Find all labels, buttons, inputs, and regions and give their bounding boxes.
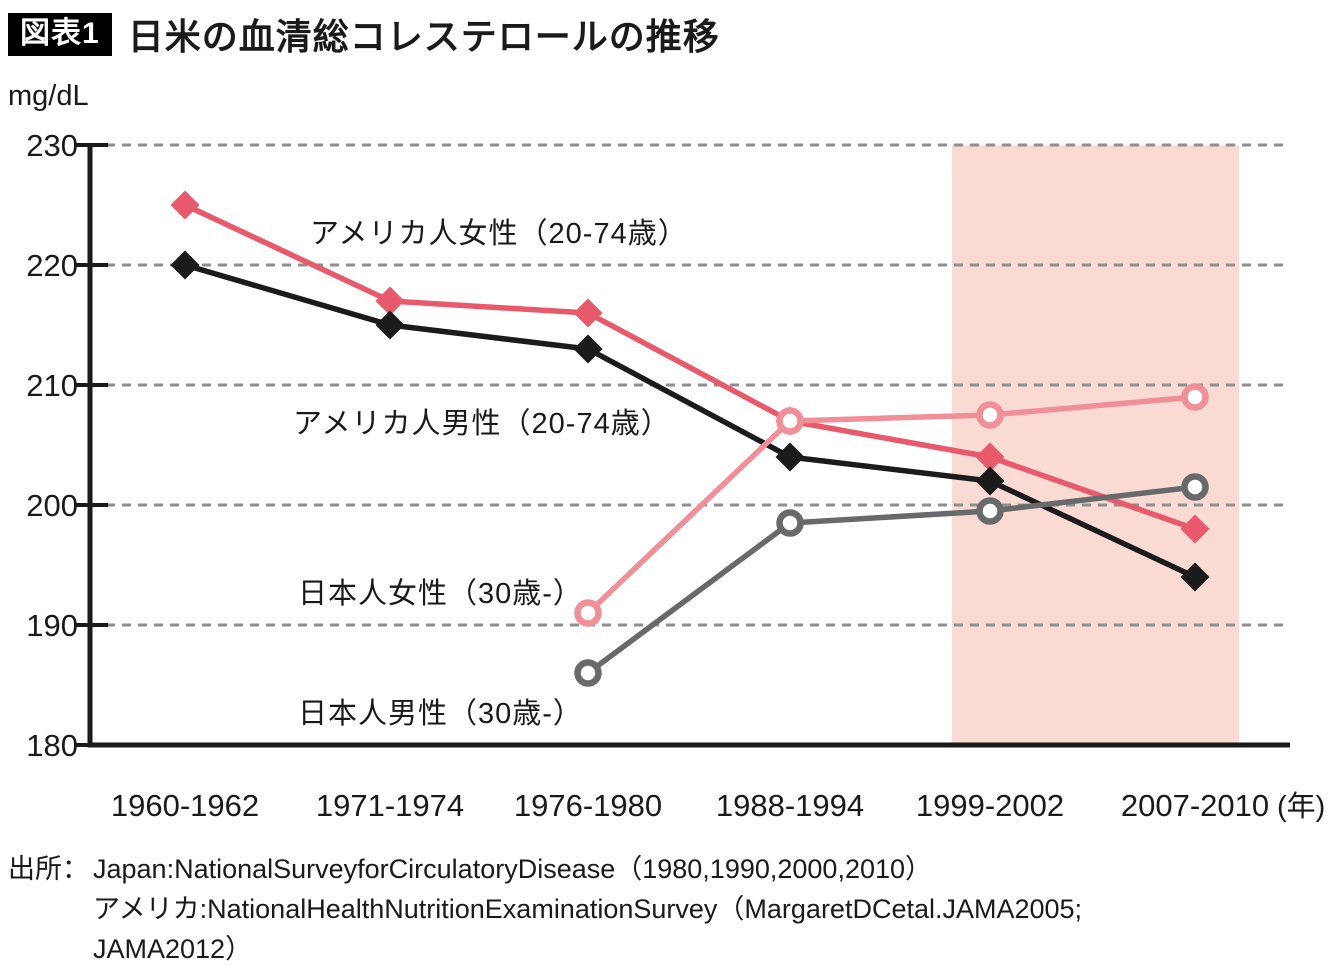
series-label-us-women: アメリカ人女性（20-74歳） <box>310 217 688 250</box>
marker-circle-jp-men <box>976 497 1004 525</box>
marker-diamond-us-men <box>975 466 1005 496</box>
source-line: JAMA2012） <box>93 934 253 964</box>
marker-diamond-us-men <box>775 442 805 472</box>
series-line-jp-women <box>586 394 1196 615</box>
marker-circle-jp-women <box>574 599 602 627</box>
x-axis-unit-suffix: (年) <box>1277 790 1325 823</box>
marker-diamond-us-men <box>1180 562 1210 592</box>
marker-diamond-us-women <box>573 298 603 328</box>
marker-diamond-us-women <box>375 286 405 316</box>
x-tick-label: 1999-2002 <box>916 788 1064 823</box>
series-label-us-men: アメリカ人男性（20-74歳） <box>293 407 671 440</box>
marker-diamond-us-women <box>1180 514 1210 544</box>
series-label-jp-women: 日本人女性（30歳-） <box>298 577 583 610</box>
series-line-us-women <box>183 202 1196 532</box>
x-tick-label: 1971-1974 <box>316 788 464 823</box>
marker-diamond-us-men <box>573 334 603 364</box>
x-tick-label: 1976-1980 <box>514 788 662 823</box>
marker-circle-jp-men <box>1181 473 1209 501</box>
marker-diamond-us-men <box>170 250 200 280</box>
marker-circle-jp-men <box>776 509 804 537</box>
series-label-jp-men: 日本人男性（30歳-） <box>298 697 583 730</box>
x-tick-label: 2007-2010 <box>1121 788 1269 823</box>
marker-diamond-us-men <box>375 310 405 340</box>
marker-circle-jp-women <box>776 407 804 435</box>
marker-diamond-us-women <box>975 442 1005 472</box>
marker-circle-jp-men <box>574 659 602 687</box>
x-tick-label: 1960-1962 <box>111 788 259 823</box>
marker-diamond-us-women <box>170 190 200 220</box>
highlight-band <box>952 145 1239 743</box>
source-label: 出所： <box>8 854 89 884</box>
figure-header: 図表1 日米の血清総コレステロールの推移 <box>8 8 720 60</box>
y-tick-label: 230 <box>26 128 78 163</box>
x-tick-label: 1988-1994 <box>716 788 864 823</box>
y-tick-label: 180 <box>26 728 78 763</box>
marker-circle-jp-women <box>1181 383 1209 411</box>
figure-number-badge: 図表1 <box>8 12 112 56</box>
source-note: 出所： Japan:NationalSurveyforCirculatoryDi… <box>8 849 1082 966</box>
y-tick-label: 220 <box>26 248 78 283</box>
series-line-jp-men <box>586 484 1196 676</box>
source-line: アメリカ:NationalHealthNutritionExaminationS… <box>93 894 1083 924</box>
source-line: Japan:NationalSurveyforCirculatoryDiseas… <box>93 854 933 884</box>
marker-circle-jp-women <box>976 401 1004 429</box>
y-axis-unit-label: mg/dL <box>8 80 89 112</box>
figure-title: 日米の血清総コレステロールの推移 <box>127 16 720 57</box>
series-line-us-men <box>184 262 1197 580</box>
y-tick-label: 210 <box>26 368 78 403</box>
source-lines: Japan:NationalSurveyforCirculatoryDiseas… <box>93 849 1082 966</box>
y-tick-label: 200 <box>26 488 78 523</box>
y-tick-label: 190 <box>26 608 78 643</box>
